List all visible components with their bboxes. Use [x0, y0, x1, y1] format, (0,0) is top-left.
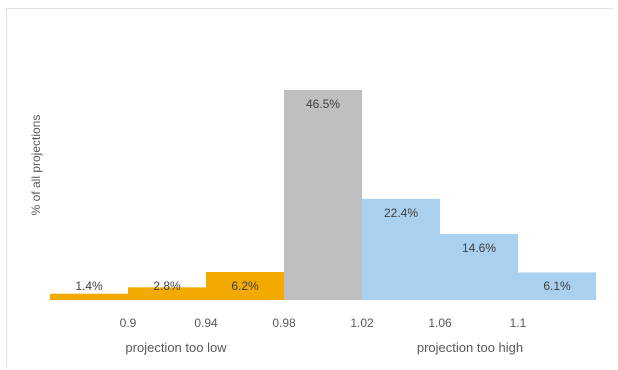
x-tick-label-3: 0.98 — [272, 316, 296, 330]
bar-6 — [440, 234, 518, 300]
x-tick-label-4: 1.02 — [350, 316, 374, 330]
x-tick-label-5: 1.06 — [428, 316, 452, 330]
group-label-too-low: projection too low — [125, 340, 227, 355]
bar-value-label-6: 14.6% — [462, 241, 496, 255]
group-labels-layer: projection too low projection too high — [125, 340, 523, 355]
bar-value-label-2: 2.8% — [153, 279, 181, 293]
y-axis-label: % of all projections — [29, 115, 43, 216]
x-tick-label-2: 0.94 — [194, 316, 218, 330]
bar-value-label-5: 22.4% — [384, 206, 418, 220]
bar-value-label-7: 6.1% — [543, 279, 571, 293]
bars-layer — [50, 90, 596, 300]
bar-1 — [50, 293, 128, 300]
bar-2 — [128, 287, 206, 300]
x-tick-label-6: 1.1 — [510, 316, 527, 330]
x-tick-label-1: 0.9 — [120, 316, 137, 330]
bar-5 — [362, 198, 440, 300]
tick-labels-layer: 0.9 0.94 0.98 1.02 1.06 1.1 — [120, 316, 527, 330]
bar-3 — [206, 272, 284, 300]
bar-value-label-4: 46.5% — [306, 97, 340, 111]
bar-4 — [284, 90, 362, 300]
bar-7 — [518, 272, 596, 300]
bar-value-label-3: 6.2% — [231, 279, 259, 293]
bar-labels-layer: 1.4% 2.8% 6.2% 46.5% 22.4% 14.6% 6.1% — [75, 97, 571, 293]
group-label-too-high: projection too high — [417, 340, 523, 355]
bar-value-label-1: 1.4% — [75, 279, 103, 293]
chart-frame — [6, 8, 613, 367]
